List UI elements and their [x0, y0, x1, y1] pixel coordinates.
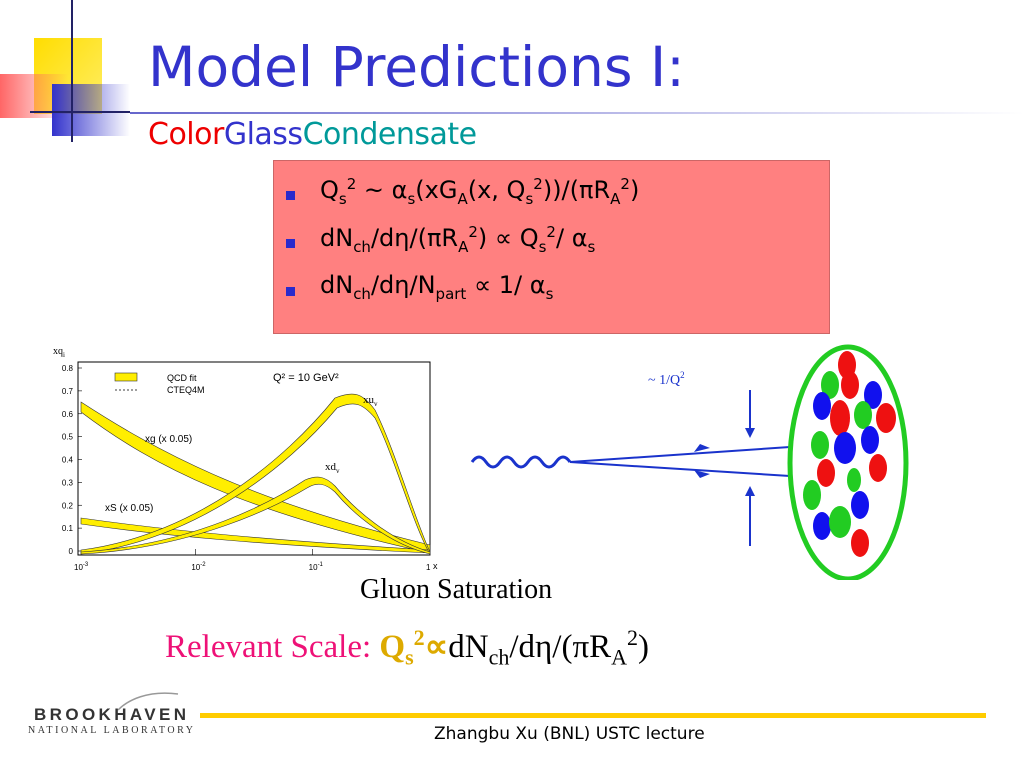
x-tick-label: 10-2 — [191, 562, 206, 572]
y-tick-label: 0.7 — [62, 387, 74, 396]
y-axis-label: xqi — [53, 346, 65, 359]
title-divider — [130, 112, 1024, 114]
subtitle-color: Color — [148, 117, 224, 152]
formula-box: Qs2 ~ αs(xGA(x, Qs2))/(πRA2) dNch/dη/(πR… — [273, 160, 830, 334]
y-ticks: 0.8 0.7 0.6 0.5 0.4 0.3 0.2 0.1 0 — [62, 364, 82, 556]
bullet-icon — [286, 287, 295, 296]
q2-label: Q² = 10 GeV² — [273, 372, 339, 384]
qs-symbol: Qs2∝ — [379, 625, 449, 670]
xg-label: xg (x 0.05) — [145, 434, 192, 445]
logo-line2: NATIONAL LABORATORY — [28, 725, 194, 736]
x-tick-label: 10-3 — [74, 562, 89, 572]
x-ticks: 10-3 10-2 10-1 1 — [74, 549, 431, 572]
arrow-head-icon — [694, 444, 710, 452]
brookhaven-logo: BROOKHAVEN NATIONAL LABORATORY — [28, 692, 194, 736]
legend-fit: QCD fit — [167, 373, 197, 383]
legend-fit-swatch — [114, 372, 138, 382]
legend-cteq: CTEQ4M — [167, 385, 205, 395]
y-tick-label: 0.3 — [62, 478, 74, 487]
gluon-particles — [803, 351, 896, 557]
formula-npart: dNch/dη/Npart ∝ 1/ αs — [320, 271, 554, 303]
relevant-scale-label: Relevant Scale: — [165, 629, 380, 665]
photon-wave — [470, 455, 572, 469]
bullet-icon — [286, 239, 295, 248]
formula-qs: Qs2 ~ αs(xGA(x, Qs2))/(πRA2) — [320, 175, 640, 208]
page-title: Model Predictions I: — [148, 35, 685, 99]
q-scale-label: ~ 1/Q2 — [648, 370, 685, 388]
x-axis-end-label: x — [433, 561, 438, 571]
y-tick-label: 0.6 — [62, 410, 74, 419]
x-tick-label: 10-1 — [309, 562, 324, 572]
parton-distribution-graph: xqi 0.80.70.60.50.40.30.20.10 10-3 10-2 10… — [53, 346, 438, 572]
x-tick-label: 1 — [426, 563, 431, 572]
scale-expression: dNch/dη/(πRA2) — [448, 625, 650, 670]
y-tick-label: 0 — [69, 547, 74, 556]
formula-dnch-deta: dNch/dη/(πRA2) ∝ Qs2/ αs — [320, 223, 596, 256]
nucleus-ellipse — [787, 344, 909, 580]
xdv-label: xdv — [325, 461, 340, 475]
page-subtitle: ColorGlassCondensate — [148, 120, 477, 150]
probe-line-lower — [569, 461, 791, 477]
y-tick-label: 0.4 — [62, 456, 74, 465]
xdv-band — [80, 476, 431, 555]
footer-divider — [200, 713, 986, 718]
decorative-squares — [0, 0, 130, 142]
bullet-icon — [286, 191, 295, 200]
xs-label: xS (x 0.05) — [105, 503, 153, 514]
xuv-label: xuv — [363, 394, 378, 408]
arrow-head-icon — [694, 470, 710, 478]
relevant-scale: Relevant Scale: Qs2∝dNch/dη/(πRA2) — [165, 625, 649, 671]
y-tick-label: 0.2 — [62, 501, 74, 510]
graph-frame — [77, 361, 431, 556]
y-tick-label: 0.8 — [62, 364, 74, 373]
arrow-head-icon — [745, 486, 755, 496]
subtitle-glass: Glass — [223, 117, 303, 152]
probe-line-upper — [569, 446, 791, 463]
footer-text: Zhangbu Xu (BNL) USTC lecture — [434, 724, 705, 744]
gluon-saturation-caption: Gluon Saturation — [360, 574, 553, 605]
y-tick-label: 0.5 — [62, 433, 74, 442]
logo-line1: BROOKHAVEN — [34, 705, 186, 724]
y-tick-label: 0.1 — [62, 524, 74, 533]
arrow-head-icon — [745, 428, 755, 438]
subtitle-condensate: Condensate — [302, 117, 478, 152]
gluon-saturation-diagram: ~ 1/Q2 — [470, 344, 909, 580]
